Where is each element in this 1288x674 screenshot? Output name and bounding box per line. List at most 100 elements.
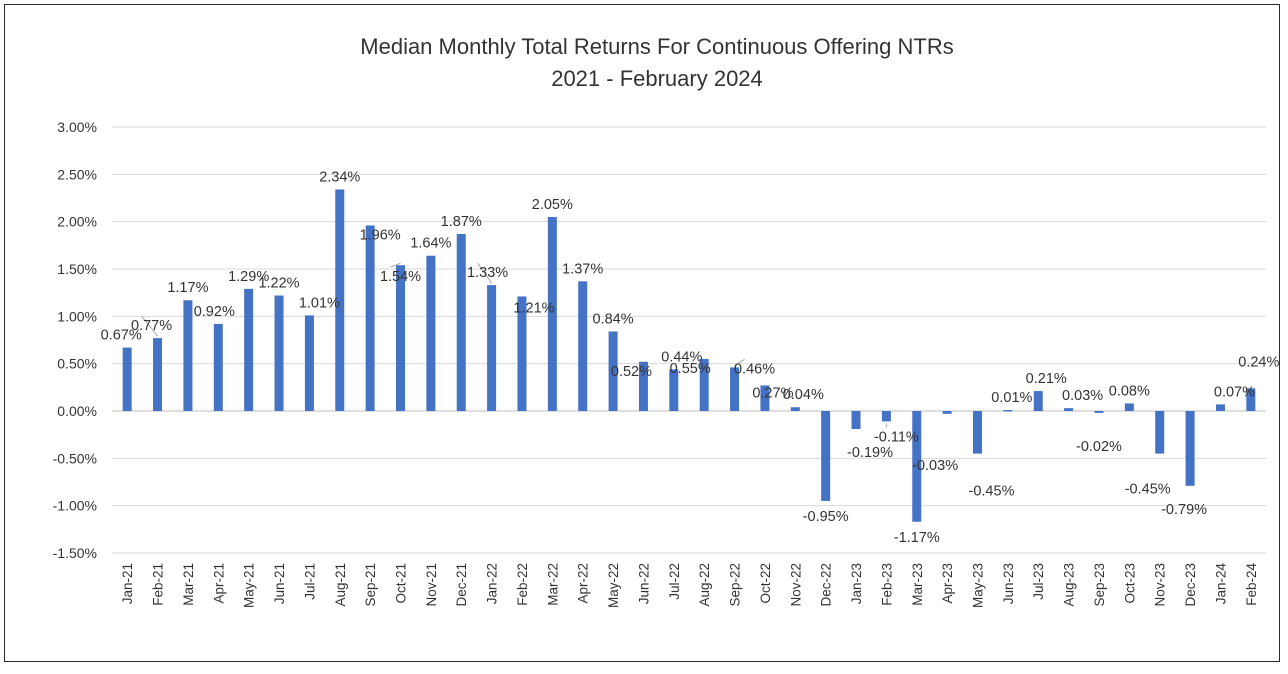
bar: [638, 361, 648, 411]
data-label: 1.64%: [410, 236, 451, 252]
data-label: 1.54%: [380, 269, 421, 285]
x-category-label: Jul-21: [302, 563, 317, 600]
x-category-label: Apr-22: [576, 563, 591, 604]
bar: [608, 331, 618, 411]
bar: [274, 295, 284, 411]
bar: [578, 281, 588, 411]
bar: [699, 358, 709, 411]
bar: [1215, 404, 1225, 411]
bar: [669, 369, 679, 411]
y-tick-label: -0.50%: [53, 450, 97, 466]
data-label: 0.92%: [194, 304, 235, 320]
x-category-label: May-22: [606, 563, 621, 608]
y-tick-label: -1.00%: [53, 498, 97, 514]
bar: [1155, 411, 1165, 454]
data-label: 0.04%: [783, 387, 824, 403]
bars: [122, 189, 1256, 522]
bar: [973, 411, 982, 454]
x-category-label: Jan-23: [849, 563, 864, 604]
bar: [153, 338, 163, 411]
x-category-label: Oct-23: [1122, 563, 1137, 604]
x-category-label: Dec-23: [1183, 563, 1198, 607]
y-tick-label: 0.00%: [57, 403, 97, 419]
x-category-label: Apr-21: [211, 563, 226, 604]
x-category-label: Jun-22: [636, 563, 651, 604]
data-label: 0.08%: [1109, 383, 1150, 399]
x-category-label: Aug-22: [697, 563, 712, 607]
data-label: 2.34%: [319, 169, 360, 185]
bar: [942, 411, 952, 414]
y-axis-ticks: 3.00% 2.50% 2.00% 1.50% 1.00% 0.50% 0.00% -0.50…: [53, 119, 97, 561]
data-label: 1.21%: [513, 300, 554, 316]
data-label: 1.29%: [228, 269, 269, 285]
bar: [426, 255, 436, 411]
data-label: 1.96%: [360, 227, 401, 243]
x-category-label: Sep-23: [1092, 563, 1107, 607]
bar: [122, 347, 132, 411]
data-label: 1.87%: [441, 214, 482, 230]
bar: [1124, 403, 1134, 411]
y-tick-label: 0.50%: [57, 356, 97, 372]
leader-line: [477, 262, 493, 284]
x-category-label: Mar-22: [545, 563, 560, 606]
bar: [912, 411, 922, 522]
data-label: 0.84%: [593, 311, 634, 327]
x-category-label: Aug-23: [1062, 563, 1077, 607]
data-label: -0.79%: [1161, 502, 1207, 518]
data-label: 0.55%: [670, 361, 711, 377]
x-category-label: Dec-21: [454, 563, 469, 607]
data-label: 1.17%: [167, 280, 208, 296]
data-label: -0.11%: [874, 429, 919, 445]
bar: [456, 233, 466, 411]
x-category-label: Feb-23: [879, 563, 894, 606]
bar: [881, 411, 891, 422]
x-category-label: Sep-21: [363, 563, 378, 607]
data-label: -0.45%: [969, 484, 1015, 500]
x-category-label: Jun-23: [1001, 563, 1016, 604]
data-label: 2.05%: [532, 197, 573, 213]
x-category-label: Feb-21: [151, 563, 166, 606]
y-tick-label: 2.00%: [57, 214, 97, 230]
x-category-label: Jan-24: [1213, 563, 1228, 605]
bar: [365, 225, 375, 411]
data-label: 1.33%: [467, 265, 508, 281]
x-axis-categories: Jan-21 Feb-21 Mar-21 Apr-21 May-21 Jun-21 Jul-…: [120, 563, 1259, 609]
data-label: 1.01%: [299, 295, 340, 311]
data-label: 1.22%: [258, 276, 299, 292]
bar: [547, 216, 557, 411]
data-label: 0.27%: [752, 385, 793, 401]
y-tick-label: 3.00%: [57, 119, 97, 135]
bar: [1003, 410, 1013, 412]
x-category-label: Mar-23: [910, 563, 925, 606]
x-category-label: Aug-21: [333, 563, 348, 607]
bar: [304, 315, 314, 411]
data-label: 0.77%: [131, 318, 172, 334]
bar: [183, 300, 193, 411]
x-category-label: Sep-22: [728, 563, 743, 607]
gridlines: [112, 126, 1266, 554]
x-category-label: Feb-24: [1244, 563, 1259, 606]
leader-line: [141, 315, 158, 337]
x-category-label: Apr-23: [940, 563, 955, 604]
x-category-label: Oct-21: [394, 563, 409, 604]
bar: [1033, 391, 1043, 411]
bar: [396, 265, 405, 411]
bar: [821, 411, 831, 501]
bar: [1246, 388, 1256, 411]
x-category-label: May-23: [971, 563, 986, 608]
x-category-label: May-21: [242, 563, 257, 608]
data-label: -0.02%: [1076, 439, 1122, 455]
data-label: 0.24%: [1238, 354, 1279, 370]
data-label: -0.45%: [1125, 482, 1171, 498]
x-category-label: Nov-21: [424, 563, 439, 607]
bar: [487, 285, 497, 411]
x-category-label: Dec-22: [819, 563, 834, 607]
data-label: -0.95%: [803, 509, 849, 525]
x-category-label: Oct-22: [758, 563, 773, 604]
bar: [1064, 408, 1074, 411]
leader-line: [390, 262, 401, 268]
leader-line: [734, 359, 745, 366]
bar: [1094, 411, 1104, 413]
x-category-label: Jan-22: [485, 563, 500, 604]
data-label: -0.19%: [847, 445, 893, 461]
